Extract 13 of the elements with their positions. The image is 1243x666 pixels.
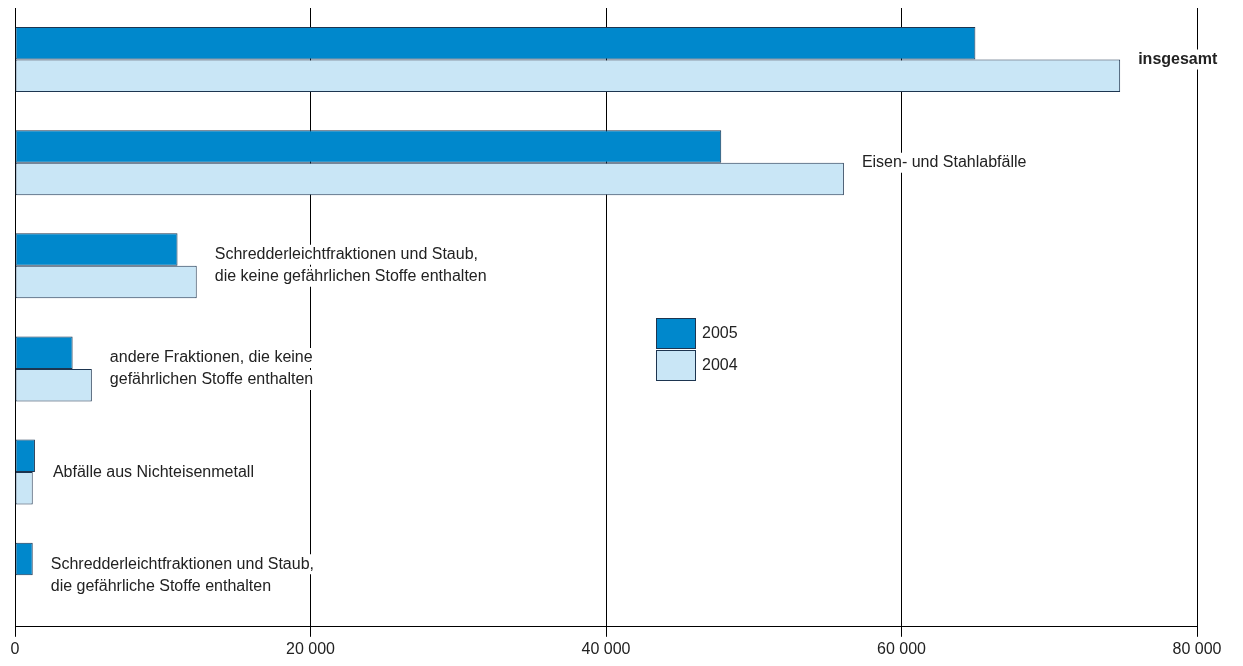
x-tick-label: 0 — [10, 639, 20, 657]
y-tick-label: Eisen- und Stahlabfälle — [861, 153, 1027, 171]
x-tick-label: 80 000 — [1172, 639, 1222, 657]
x-tick-label: 20 000 — [286, 639, 336, 657]
legend-label: 2005 — [702, 324, 738, 343]
y-tick-label: insgesamt — [1138, 49, 1218, 67]
legend-label: 2004 — [702, 356, 738, 375]
y-tick-label: andere Fraktionen, die keine gefährlichen Stoffe enthalten — [109, 348, 314, 388]
y-tick-label: Schredderleichtfraktionen und Staub, die keine gefährlichen Stoffe enthalten — [214, 245, 487, 285]
y-tick-label: Abfälle aus Nichteisenmetall — [52, 462, 254, 480]
x-tick-label: 60 000 — [877, 639, 927, 657]
x-tick-label: 40 000 — [581, 639, 631, 657]
y-tick-label: Schredderleichtfraktionen und Staub, die gefährliche Stoffe enthalten — [50, 554, 315, 594]
